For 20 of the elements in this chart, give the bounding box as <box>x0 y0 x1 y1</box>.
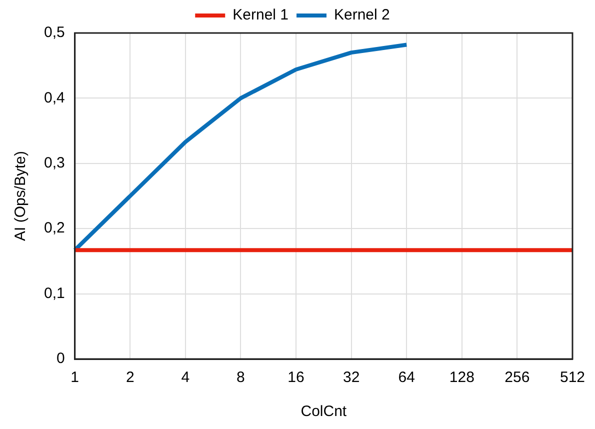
x-tick-label: 16 <box>288 369 304 386</box>
x-tick-label: 128 <box>449 369 474 386</box>
x-tick-label: 32 <box>342 369 360 386</box>
x-tick-label: 8 <box>236 369 245 386</box>
y-tick-label: 0,5 <box>44 24 65 42</box>
legend-label: Kernel 2 <box>334 6 390 24</box>
y-tick-label: 0,2 <box>44 220 65 237</box>
x-tick-label: 512 <box>560 369 585 386</box>
y-tick-label: 0,1 <box>44 284 65 302</box>
x-tick-label: 64 <box>398 369 415 386</box>
legend-label: Kernel 1 <box>232 6 289 24</box>
x-tick-label: 4 <box>181 369 190 386</box>
y-tick-label: 0,3 <box>44 154 65 172</box>
x-axis-title: ColCnt <box>300 403 348 420</box>
y-tick-label: 0 <box>56 350 65 368</box>
y-axis-title: AI (Ops/Byte) <box>12 150 30 242</box>
x-tick-label: 256 <box>504 369 530 386</box>
x-tick-label: 1 <box>70 369 80 386</box>
x-tick-label: 2 <box>126 369 134 386</box>
y-tick-label: 0,4 <box>44 89 65 106</box>
